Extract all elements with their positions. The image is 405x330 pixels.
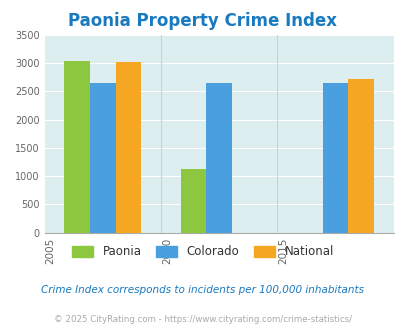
Bar [347, 79, 373, 233]
Bar [64, 61, 90, 233]
Bar [180, 169, 206, 233]
Bar [90, 83, 115, 233]
Text: Paonia Property Crime Index: Paonia Property Crime Index [68, 12, 337, 30]
Bar [322, 83, 347, 233]
Text: Crime Index corresponds to incidents per 100,000 inhabitants: Crime Index corresponds to incidents per… [41, 285, 364, 295]
Bar [206, 83, 232, 233]
Bar [115, 62, 141, 233]
Legend: Paonia, Colorado, National: Paonia, Colorado, National [67, 241, 338, 263]
Text: © 2025 CityRating.com - https://www.cityrating.com/crime-statistics/: © 2025 CityRating.com - https://www.city… [54, 315, 351, 324]
